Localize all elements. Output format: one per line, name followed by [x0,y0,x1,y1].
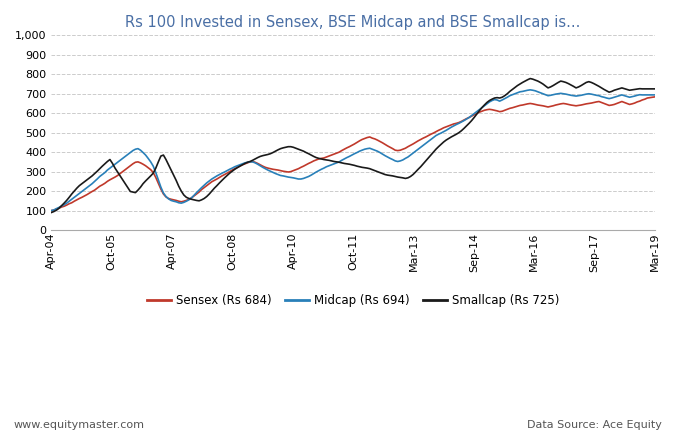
Legend: Sensex (Rs 684), Midcap (Rs 694), Smallcap (Rs 725): Sensex (Rs 684), Midcap (Rs 694), Smallc… [142,289,564,312]
Text: www.equitymaster.com: www.equitymaster.com [14,420,144,430]
Title: Rs 100 Invested in Sensex, BSE Midcap and BSE Smallcap is...: Rs 100 Invested in Sensex, BSE Midcap an… [126,15,581,30]
Text: Data Source: Ace Equity: Data Source: Ace Equity [526,420,662,430]
